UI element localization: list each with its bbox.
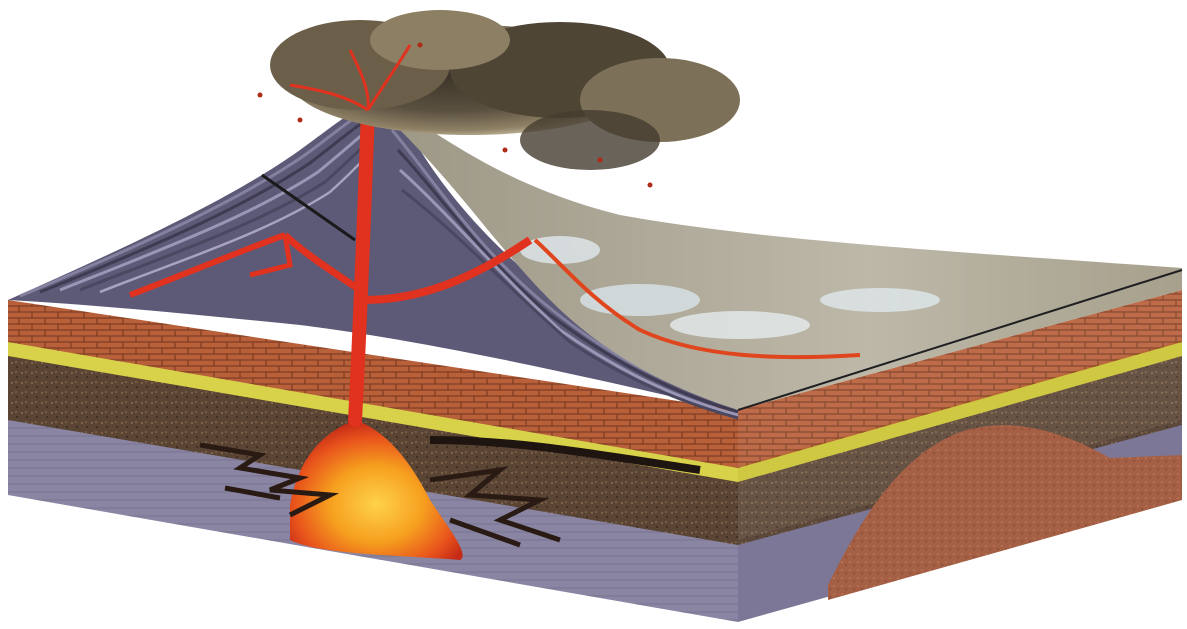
volcanic-cone-strata — [8, 107, 739, 420]
fault-line — [737, 269, 1183, 411]
granite-intrusion — [828, 425, 1182, 600]
ash-cloud — [257, 10, 740, 188]
magma-chamber — [199, 420, 701, 560]
ground-surface — [400, 110, 1182, 410]
magma-conduit — [128, 103, 533, 427]
limestone-layer-brick — [8, 290, 1182, 468]
lava-flow — [533, 238, 861, 360]
